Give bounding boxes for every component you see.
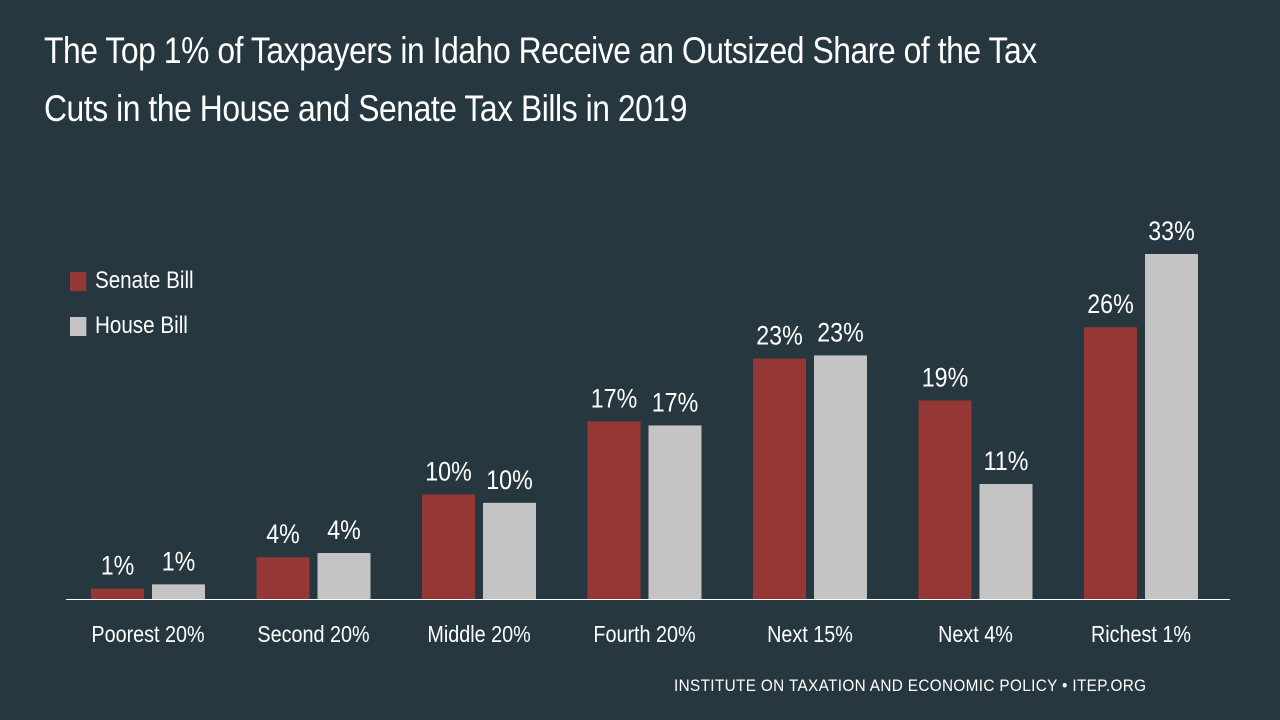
bar-senate-3 (587, 421, 641, 599)
data-label-house-2: 10% (486, 465, 532, 495)
bar-senate-0 (91, 588, 144, 599)
bar-house-4 (814, 355, 867, 599)
data-label-house-6: 33% (1148, 216, 1194, 246)
bar-house-5 (979, 484, 1033, 599)
legend-swatch-senate (70, 271, 87, 291)
category-label-4: Next 15% (767, 622, 853, 648)
legend-swatch-house (70, 316, 87, 336)
bar-house-2 (483, 502, 536, 599)
data-label-senate-3: 17% (591, 384, 637, 414)
bar-house-0 (152, 584, 205, 599)
bar-house-1 (317, 553, 371, 599)
bar-senate-5 (918, 400, 972, 599)
data-label-house-3: 17% (652, 388, 698, 418)
data-label-senate-0: 1% (101, 551, 135, 581)
legend-label-senate: Senate Bill (94, 267, 194, 294)
category-label-6: Richest 1% (1091, 622, 1191, 648)
data-label-senate-5: 19% (922, 363, 968, 393)
legend-item-senate: Senate Bill (70, 266, 194, 296)
category-label-3: Fourth 20% (593, 622, 695, 648)
bar-senate-2 (422, 494, 475, 599)
chart-title: The Top 1% of Taxpayers in Idaho Receive… (44, 30, 1037, 129)
data-label-senate-2: 10% (425, 457, 471, 487)
data-label-house-0: 1% (162, 547, 196, 577)
bar-senate-6 (1084, 327, 1137, 599)
data-label-senate-1: 4% (266, 520, 300, 550)
category-label-1: Second 20% (257, 622, 369, 648)
data-label-senate-4: 23% (756, 321, 802, 351)
bar-house-3 (648, 425, 702, 599)
data-label-senate-6: 26% (1087, 290, 1133, 320)
category-label-2: Middle 20% (427, 622, 530, 648)
category-label-5: Next 4% (938, 622, 1013, 648)
legend-item-house: House Bill (70, 311, 188, 341)
data-label-house-1: 4% (327, 515, 361, 545)
bar-senate-1 (256, 557, 310, 599)
data-label-house-5: 11% (984, 446, 1029, 476)
bar-senate-4 (753, 358, 806, 599)
bar-house-6 (1145, 254, 1198, 599)
category-label-0: Poorest 20% (91, 622, 204, 648)
footer-credit: INSTITUTE ON TAXATION AND ECONOMIC POLIC… (674, 676, 1147, 695)
legend-label-house: House Bill (94, 312, 188, 339)
data-label-house-4: 23% (817, 318, 863, 348)
